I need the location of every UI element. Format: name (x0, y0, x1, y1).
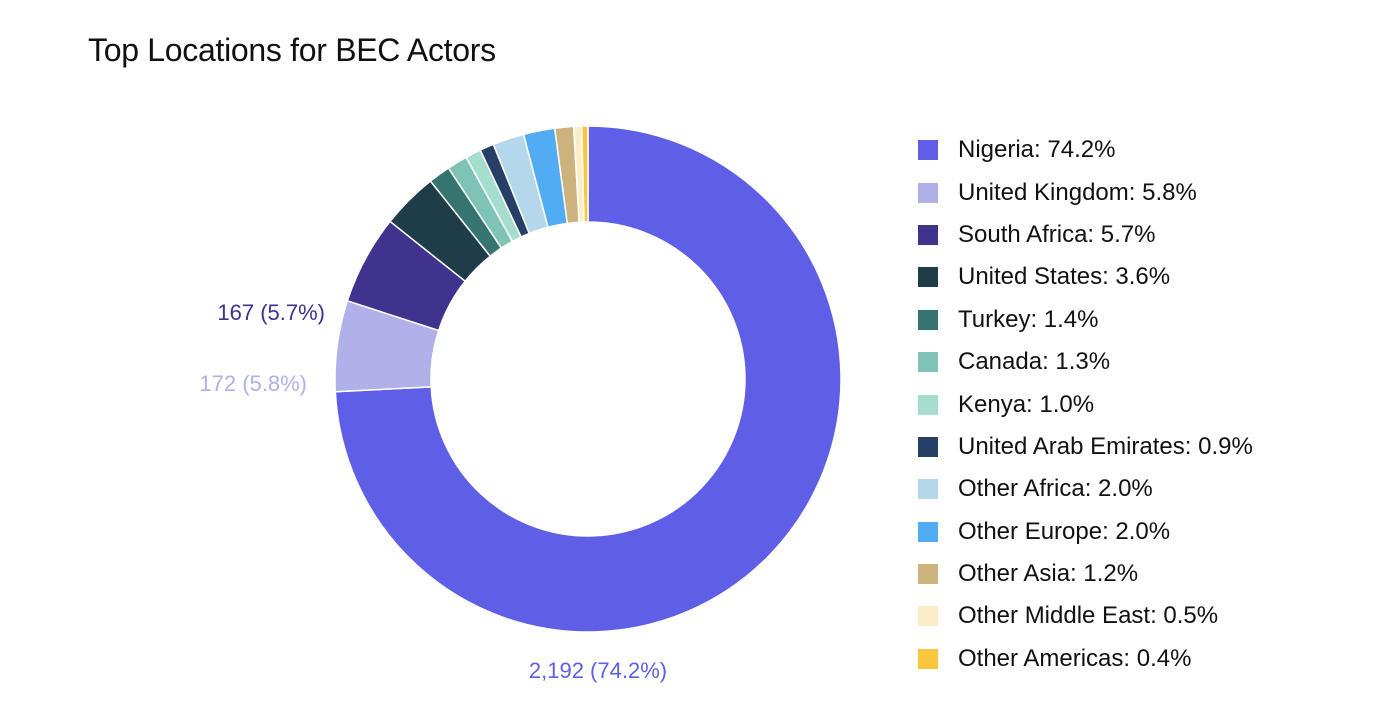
slice-nigeria (334, 125, 842, 633)
legend-label: Other Africa: 2.0% (958, 475, 1153, 503)
legend-label: Kenya: 1.0% (958, 390, 1095, 418)
legend-label: United Arab Emirates: 0.9% (958, 432, 1253, 460)
legend-item-other-europe: Other Europe: 2.0% (918, 511, 1253, 553)
legend-item-canada: Canada: 1.3% (918, 341, 1253, 383)
legend-item-united-kingdom: United Kingdom: 5.8% (918, 171, 1253, 213)
legend-swatch (918, 182, 938, 203)
legend-swatch (918, 436, 938, 457)
legend-item-other-africa: Other Africa: 2.0% (918, 468, 1253, 510)
legend-label: Turkey: 1.4% (958, 305, 1099, 333)
legend-swatch (918, 140, 938, 161)
legend-label: Nigeria: 74.2% (958, 136, 1116, 164)
legend-swatch (918, 648, 938, 669)
legend-swatch (918, 352, 938, 373)
legend-swatch (918, 309, 938, 330)
legend-label: Other Asia: 1.2% (958, 560, 1139, 588)
data-label-nigeria: 2,192 (74.2%) (529, 658, 667, 683)
legend-swatch (918, 267, 938, 288)
legend-item-nigeria: Nigeria: 74.2% (918, 129, 1253, 171)
legend-swatch (918, 606, 938, 627)
legend-swatch (918, 394, 938, 415)
slice-other-americas (580, 125, 589, 223)
legend-swatch (918, 224, 938, 245)
donut-chart: 2,192 (74.2%) 172 (5.8%) 167 (5.7%) (199, 125, 842, 683)
legend-label: Canada: 1.3% (958, 348, 1111, 376)
legend-label: United Kingdom: 5.8% (958, 178, 1197, 206)
legend-label: Other Europe: 2.0% (958, 517, 1171, 545)
legend-item-kenya: Kenya: 1.0% (918, 383, 1253, 425)
legend-swatch (918, 479, 938, 500)
legend-item-united-arab-emirates: United Arab Emirates: 0.9% (918, 426, 1253, 468)
chart-title: Top Locations for BEC Actors (88, 32, 496, 68)
chart-legend: Nigeria: 74.2% United Kingdom: 5.8% South … (918, 129, 1253, 680)
legend-label: United States: 3.6% (958, 263, 1171, 291)
legend-item-other-asia: Other Asia: 1.2% (918, 553, 1253, 595)
legend-item-united-states: United States: 3.6% (918, 256, 1253, 298)
legend-item-other-americas: Other Americas: 0.4% (918, 638, 1253, 680)
legend-item-south-africa: South Africa: 5.7% (918, 214, 1253, 256)
legend-swatch (918, 564, 938, 585)
data-label-united-kingdom: 172 (5.8%) (199, 371, 307, 396)
legend-item-other-middle-east: Other Middle East: 0.5% (918, 595, 1253, 637)
data-label-south-africa: 167 (5.7%) (217, 300, 325, 325)
legend-label: South Africa: 5.7% (958, 220, 1156, 248)
legend-label: Other Americas: 0.4% (958, 644, 1192, 672)
legend-item-turkey: Turkey: 1.4% (918, 299, 1253, 341)
legend-swatch (918, 521, 938, 542)
legend-label: Other Middle East: 0.5% (958, 602, 1219, 630)
